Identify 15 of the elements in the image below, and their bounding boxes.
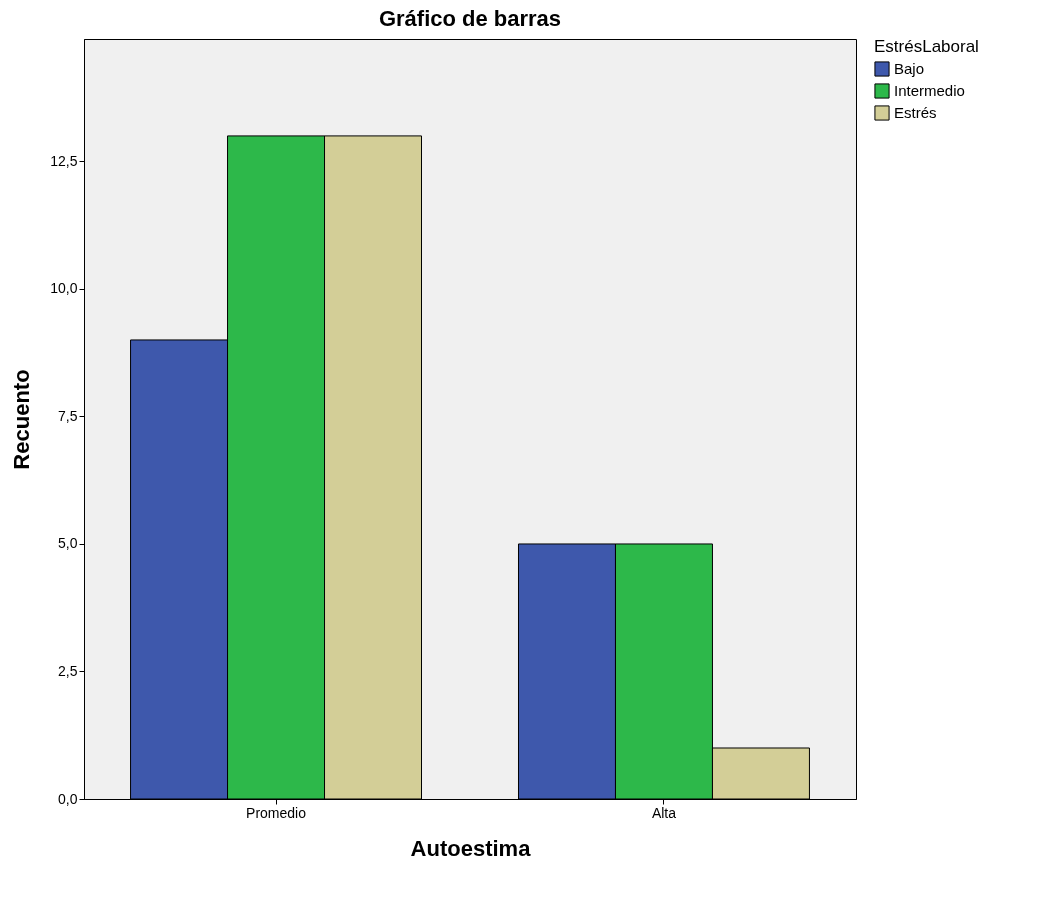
chart-title: Gráfico de barras bbox=[378, 6, 562, 31]
x-tick-label: Alta bbox=[651, 804, 677, 821]
y-axis-title: Recuento bbox=[9, 369, 35, 470]
y-tick-label: 2,5 bbox=[58, 662, 78, 679]
legend-label: Intermedio bbox=[894, 82, 965, 99]
y-tick-label: 0,0 bbox=[58, 790, 78, 807]
y-tick-label: 5,0 bbox=[58, 535, 78, 552]
legend-title: EstrésLaboral bbox=[874, 37, 979, 56]
y-tick-label: 10,0 bbox=[50, 280, 78, 297]
y-tick-label: 7,5 bbox=[58, 407, 78, 424]
x-tick-label: Promedio bbox=[246, 804, 307, 821]
legend-label: Estrés bbox=[894, 104, 937, 121]
x-axis-title: Autoestima bbox=[410, 835, 532, 861]
y-tick-label: 12,5 bbox=[50, 152, 78, 169]
legend-label: Bajo bbox=[894, 60, 925, 77]
